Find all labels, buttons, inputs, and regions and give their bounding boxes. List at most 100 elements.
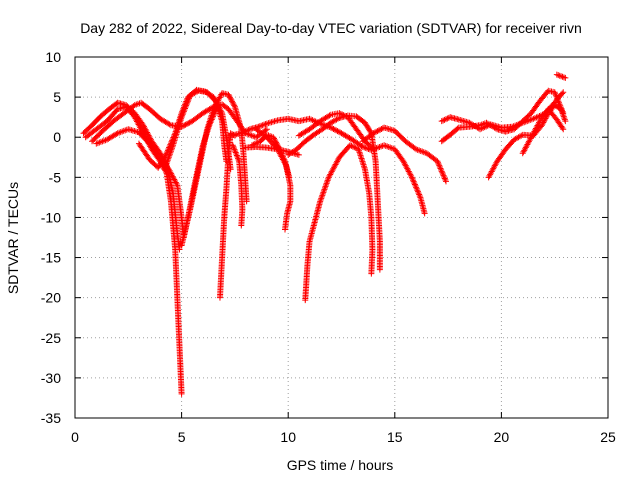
y-axis-label: SDTVAR / TECUs bbox=[5, 182, 21, 294]
data-point bbox=[251, 140, 258, 147]
data-point bbox=[351, 144, 358, 151]
data-point bbox=[323, 181, 330, 188]
data-point bbox=[411, 180, 418, 187]
data-point bbox=[183, 102, 190, 109]
data-point bbox=[436, 164, 443, 171]
data-point bbox=[552, 90, 559, 97]
data-point bbox=[559, 73, 566, 80]
data-point bbox=[254, 139, 261, 146]
data-point bbox=[374, 128, 381, 135]
series-arc-15 bbox=[285, 112, 383, 273]
data-point bbox=[243, 127, 250, 134]
data-point bbox=[227, 95, 234, 102]
data-point bbox=[250, 141, 257, 148]
data-point bbox=[553, 71, 560, 78]
data-point bbox=[330, 125, 337, 132]
data-point bbox=[368, 270, 375, 277]
data-point bbox=[551, 89, 558, 96]
data-point bbox=[232, 148, 239, 155]
data-point bbox=[259, 122, 266, 129]
series-arc-16 bbox=[295, 110, 428, 217]
data-point bbox=[238, 222, 245, 229]
data-point bbox=[271, 136, 278, 143]
y-tick-label: 5 bbox=[53, 89, 61, 105]
data-point bbox=[273, 140, 280, 147]
data-point bbox=[444, 115, 451, 122]
y-tick-label: -20 bbox=[41, 290, 61, 306]
data-point bbox=[275, 144, 282, 151]
data-point bbox=[234, 153, 241, 160]
data-point bbox=[378, 125, 385, 132]
data-point bbox=[323, 180, 330, 187]
data-point bbox=[347, 142, 354, 149]
data-point bbox=[414, 187, 421, 194]
data-point bbox=[340, 112, 347, 119]
data-point bbox=[320, 187, 327, 194]
data-point bbox=[414, 188, 421, 195]
data-point bbox=[180, 108, 187, 115]
data-point bbox=[442, 176, 449, 183]
y-tick-label: -5 bbox=[49, 169, 62, 185]
series-arc-20 bbox=[485, 102, 569, 181]
data-point bbox=[228, 97, 235, 104]
y-tick-label: -15 bbox=[41, 250, 61, 266]
data-point bbox=[554, 96, 561, 103]
data-point bbox=[413, 184, 420, 191]
series-arc-9 bbox=[229, 142, 246, 229]
data-point bbox=[248, 142, 255, 149]
data-point bbox=[558, 73, 565, 80]
data-point bbox=[410, 177, 417, 184]
data-point bbox=[173, 180, 180, 187]
data-points bbox=[80, 71, 569, 397]
data-point bbox=[318, 193, 325, 200]
data-point bbox=[561, 115, 568, 122]
series-arc-19 bbox=[438, 87, 567, 145]
data-point bbox=[256, 123, 263, 130]
data-point bbox=[183, 120, 190, 127]
data-point bbox=[331, 126, 338, 133]
data-point bbox=[555, 98, 562, 105]
data-point bbox=[184, 98, 191, 105]
data-point bbox=[435, 161, 442, 168]
data-point bbox=[231, 146, 238, 153]
data-point bbox=[317, 196, 324, 203]
data-point bbox=[185, 120, 192, 127]
data-point bbox=[434, 158, 441, 165]
data-point bbox=[409, 175, 416, 182]
data-point bbox=[319, 192, 326, 199]
data-point bbox=[559, 90, 566, 97]
data-point bbox=[560, 74, 567, 81]
data-point bbox=[230, 143, 237, 150]
data-point bbox=[349, 143, 356, 150]
data-point bbox=[272, 138, 279, 145]
data-point bbox=[554, 95, 561, 102]
data-point bbox=[562, 74, 569, 81]
data-point bbox=[421, 210, 428, 217]
data-point bbox=[185, 95, 192, 102]
series-arc-21 bbox=[519, 106, 567, 157]
data-point bbox=[408, 172, 415, 179]
data-point bbox=[113, 131, 120, 138]
y-tick-label: 0 bbox=[53, 129, 61, 145]
data-point bbox=[274, 142, 281, 149]
data-point bbox=[235, 156, 242, 163]
x-tick-label: 15 bbox=[387, 429, 403, 445]
data-point bbox=[377, 126, 384, 133]
data-point bbox=[439, 171, 446, 178]
data-point bbox=[371, 129, 378, 136]
y-tick-label: -25 bbox=[41, 330, 61, 346]
data-point bbox=[231, 102, 238, 109]
data-point bbox=[375, 127, 382, 134]
data-point bbox=[178, 114, 185, 121]
data-point bbox=[282, 226, 289, 233]
series-arc-17 bbox=[359, 124, 449, 185]
y-tick-label: 10 bbox=[45, 49, 61, 65]
data-point bbox=[182, 121, 189, 128]
data-point bbox=[225, 91, 232, 98]
data-point bbox=[239, 129, 246, 136]
data-point bbox=[556, 72, 563, 79]
x-tick-label: 0 bbox=[71, 429, 79, 445]
data-point bbox=[319, 190, 326, 197]
data-point bbox=[233, 152, 240, 159]
